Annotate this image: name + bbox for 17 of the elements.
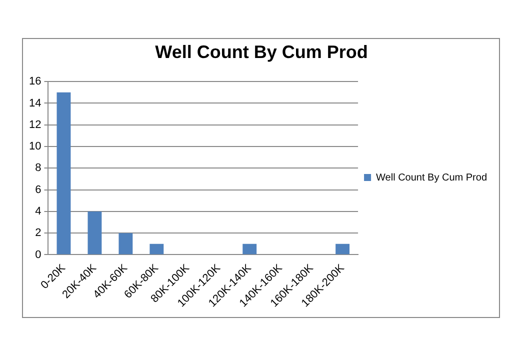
bar <box>242 244 257 254</box>
legend-label: Well Count By Cum Prod <box>376 172 487 184</box>
y-tick-label: 4 <box>35 205 42 218</box>
y-tick-label: 8 <box>35 162 42 174</box>
chart-title: Well Count By Cum Prod <box>155 42 368 62</box>
y-tick-label: 16 <box>28 76 42 88</box>
y-tick-label: 14 <box>28 97 42 110</box>
y-tick-label: 2 <box>35 227 42 240</box>
bar <box>56 92 71 254</box>
bar <box>88 211 102 254</box>
bar <box>336 244 350 254</box>
bar <box>150 244 164 254</box>
y-tick-label: 0 <box>35 248 42 261</box>
y-tick-label: 12 <box>28 118 42 131</box>
y-tick-label: 10 <box>28 140 42 153</box>
y-tick-label: 6 <box>35 184 42 196</box>
bar <box>118 233 133 254</box>
